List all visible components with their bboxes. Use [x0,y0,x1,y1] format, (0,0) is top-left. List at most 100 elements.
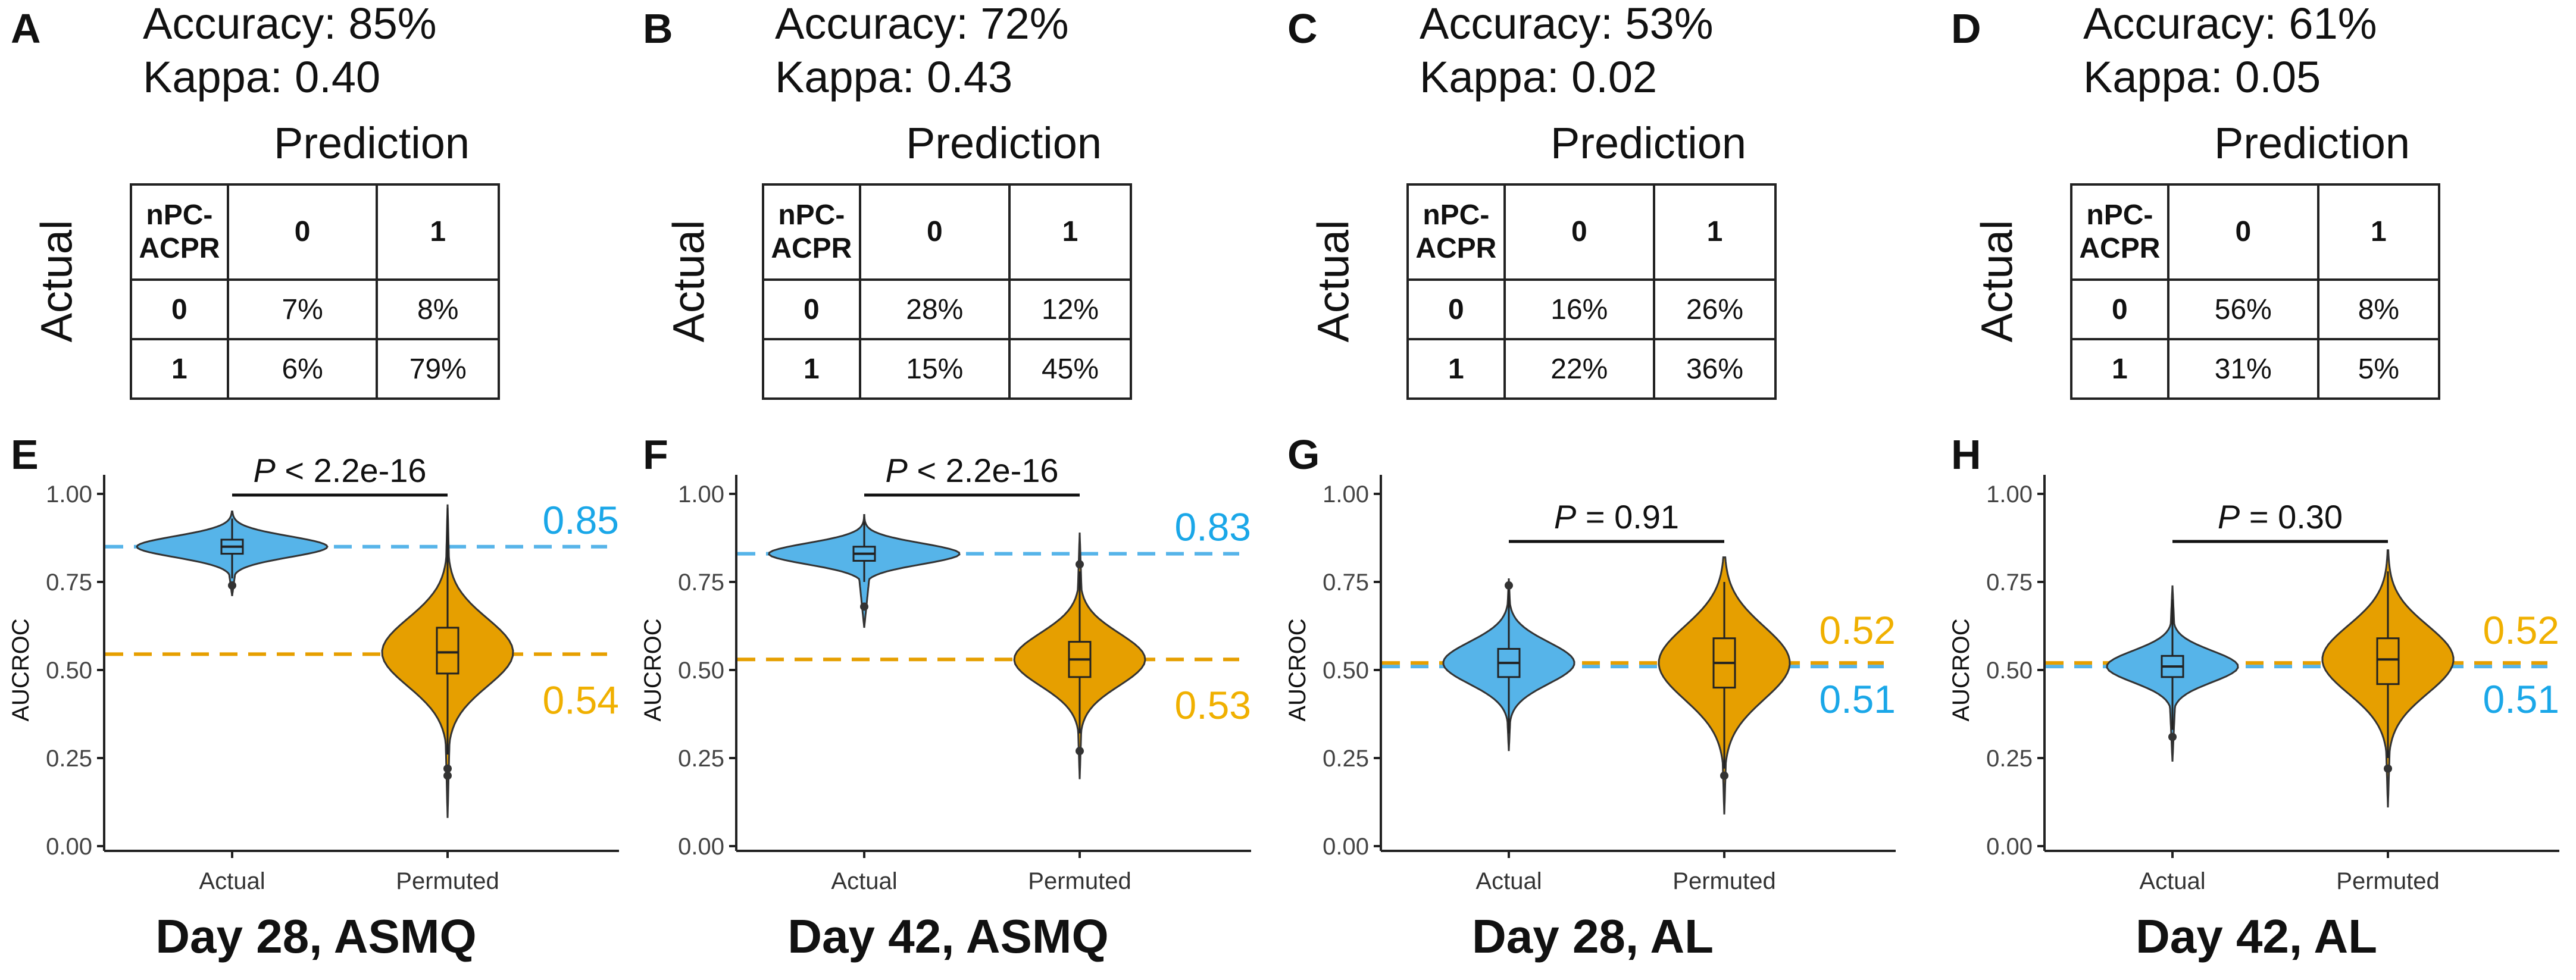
table-row: 0 16% 26% [1406,278,1777,340]
row-header: 0 [762,278,861,340]
violin-permuted [1013,533,1146,779]
outlier-point [443,764,452,773]
cell: 6% [226,338,379,400]
y-axis-label: AUCROC [640,618,666,721]
violin-panel-f: F AUCROC 0.00 0.25 0.50 0.75 1.00 Actual Permute… [632,428,1275,980]
table-row: 1 15% 45% [762,338,1133,400]
cell: 15% [858,338,1011,400]
actual-axis-label: Actual [1972,220,2022,343]
violin-chart: G AUCROC 0.00 0.25 0.50 0.75 1.00 Actual Permute… [1284,431,1896,894]
prediction-label: Prediction [1550,118,1747,168]
confusion-matrix: nPC- ACPR 0 1 0 16% 26% 1 22% 36% [1406,183,1777,400]
cell: 8% [376,278,500,340]
violin-permuted [2321,549,2455,807]
confusion-panel-a: A Accuracy: 85% Kappa: 0.40 Prediction A… [0,0,643,417]
confusion-panel-c: C Accuracy: 53% Kappa: 0.02 Prediction A… [1277,0,1920,417]
x-tick-label-actual: Actual [831,868,897,894]
outlier-point [1076,747,1084,756]
panel-letter: B [643,5,673,52]
violin-permuted [381,504,514,818]
corner-header: nPC- ACPR [1406,183,1506,281]
violin-actual [2106,585,2239,762]
cell: 22% [1503,338,1655,400]
table-row: 0 56% 8% [2070,278,2441,340]
actual-axis-label: Actual [1308,220,1358,343]
outlier-point [443,771,452,780]
panel-title: Day 28, ASMQ [155,910,477,963]
outlier-point [2168,732,2177,741]
table-row: 0 7% 8% [130,278,500,340]
panel-letter: D [1951,5,1981,52]
prediction-label: Prediction [274,118,470,168]
cell: 26% [1652,278,1777,340]
kappa-text: Kappa: 0.40 [143,52,381,102]
actual-value-label: 0.83 [1175,505,1251,549]
y-tick-label: 0.25 [1323,746,1369,772]
permuted-value-label: 0.52 [1820,608,1896,652]
x-tick-label-permuted: Permuted [396,868,499,894]
actual-value-label: 0.51 [1820,677,1896,721]
row-header: 1 [1406,338,1506,400]
table-row: 1 6% 79% [130,338,500,400]
cell: 45% [1008,338,1133,400]
confusion-matrix: nPC- ACPR 0 1 0 7% 8% 1 6% 79% [130,183,500,400]
y-tick-label: 1.00 [1986,481,2033,508]
x-tick-label-permuted: Permuted [2336,868,2439,894]
panel-letter: G [1287,431,1320,478]
table-row: 1 31% 5% [2070,338,2441,400]
y-tick-label: 0.50 [46,657,92,684]
row-header: 1 [2070,338,2169,400]
y-tick-label: 1.00 [678,481,724,508]
violin-permuted [1658,556,1791,815]
cell: 7% [226,278,379,340]
kappa-text: Kappa: 0.02 [1420,52,1658,102]
cell: 79% [376,338,500,400]
cell: 16% [1503,278,1655,340]
y-tick-label: 0.25 [1986,746,2033,772]
panel-title: Day 28, AL [1471,910,1714,963]
y-axis-label: AUCROC [1948,618,1974,721]
accuracy-text: Accuracy: 85% [143,0,437,48]
table-row: 0 28% 12% [762,278,1133,340]
confusion-matrix: nPC- ACPR 0 1 0 56% 8% 1 31% 5% [2070,183,2441,400]
cell: 28% [858,278,1011,340]
col-header-0: 0 [2167,183,2319,281]
permuted-value-label: 0.52 [2483,608,2559,652]
y-tick-label: 0.00 [1323,834,1369,860]
col-header-1: 1 [1652,183,1777,281]
violin-actual [768,514,961,628]
x-tick-label-actual: Actual [1475,868,1542,894]
actual-axis-label: Actual [32,220,82,343]
actual-axis-label: Actual [664,220,714,343]
box [436,627,459,675]
prediction-label: Prediction [906,118,1102,168]
y-axis-label: AUCROC [8,618,34,721]
permuted-value-label: 0.54 [543,678,619,722]
violin-actual [136,511,329,596]
y-tick-label: 0.50 [1323,657,1369,684]
outlier-point [1505,581,1513,590]
outlier-point [860,602,868,611]
y-tick-label: 0.00 [678,834,724,860]
kappa-text: Kappa: 0.43 [775,52,1013,102]
cell: 8% [2316,278,2441,340]
p-value-text: P < 2.2e-16 [885,452,1058,489]
row-header: 0 [1406,278,1506,340]
y-tick-label: 0.00 [46,834,92,860]
row-header: 0 [130,278,229,340]
col-header-1: 1 [376,183,500,281]
confusion-panel-b: B Accuracy: 72% Kappa: 0.43 Prediction A… [632,0,1275,417]
x-tick-label-permuted: Permuted [1672,868,1775,894]
cell: 12% [1008,278,1133,340]
actual-value-label: 0.51 [2483,677,2559,721]
y-tick-label: 0.75 [1323,569,1369,596]
cell: 5% [2316,338,2441,400]
x-tick-label-permuted: Permuted [1028,868,1131,894]
panel-letter: A [11,5,41,52]
corner-header: nPC- ACPR [762,183,861,281]
violin-chart: E AUCROC 0.00 0.25 0.50 0.75 1.00 Actual Permute… [8,431,619,894]
x-tick-label-actual: Actual [2139,868,2205,894]
panel-title: Day 42, ASMQ [787,910,1109,963]
cell: 36% [1652,338,1777,400]
kappa-text: Kappa: 0.05 [2083,52,2321,102]
